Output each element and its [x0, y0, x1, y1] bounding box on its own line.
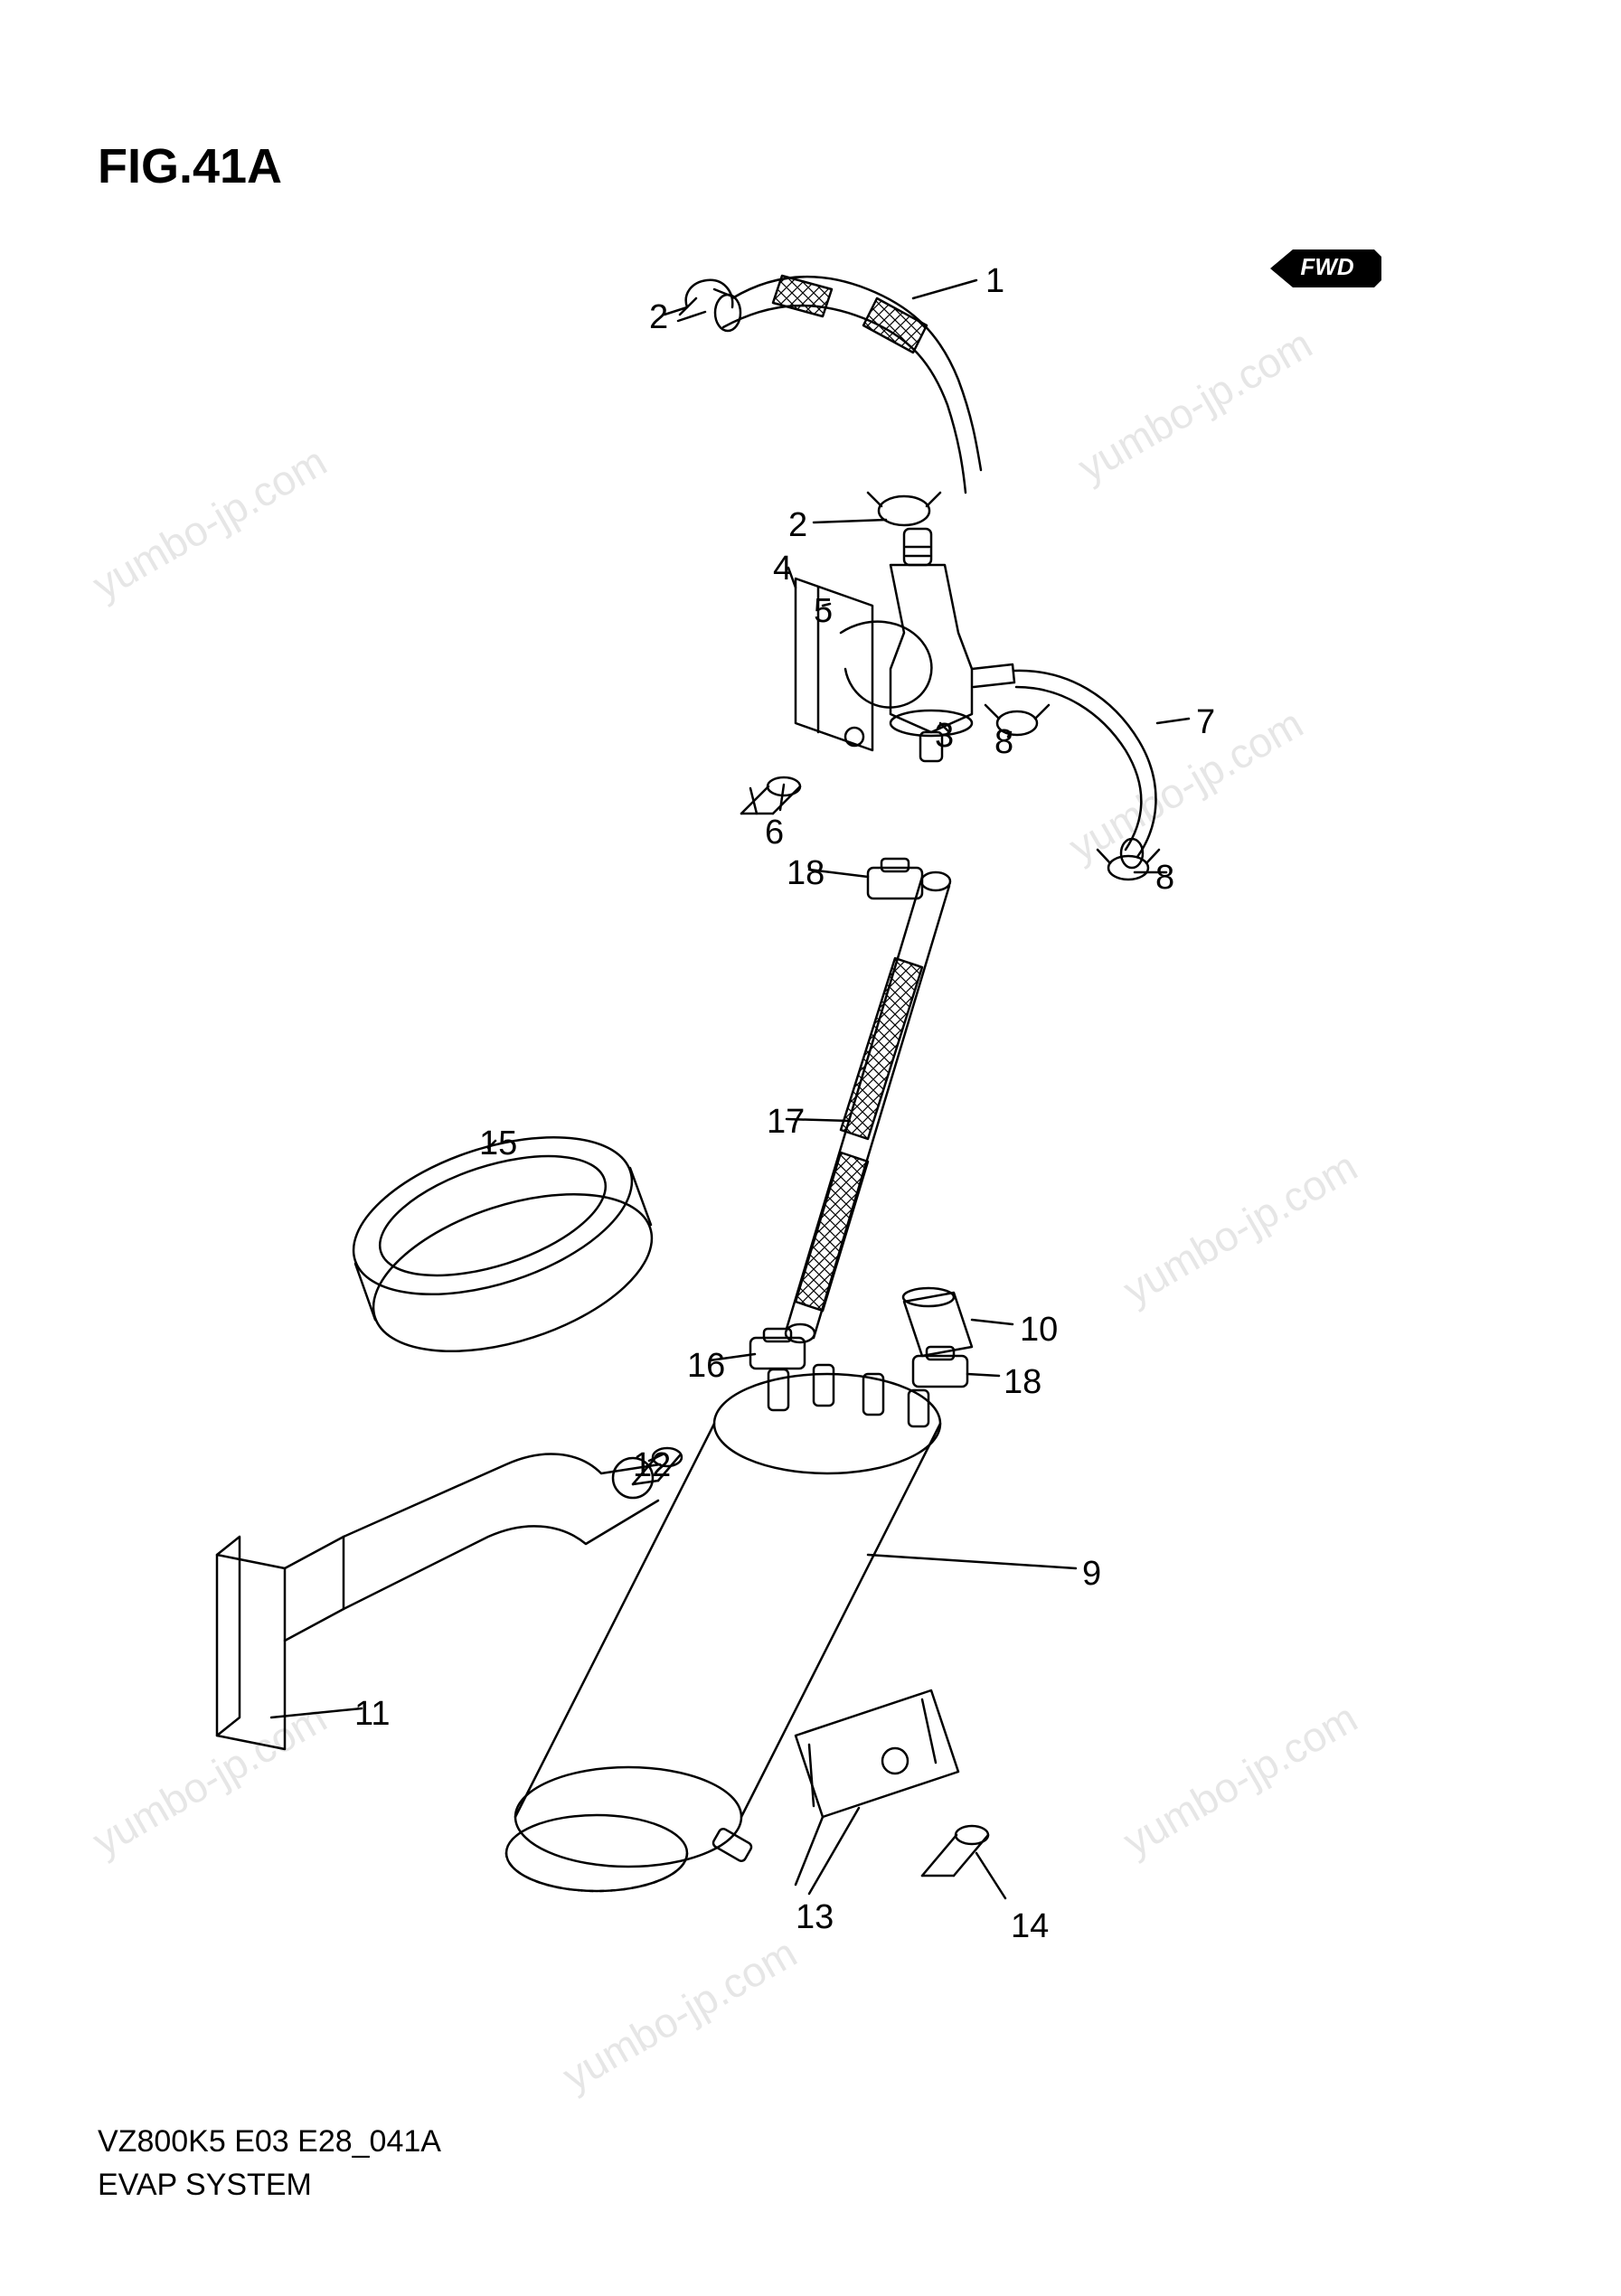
exploded-view-svg: [0, 0, 1621, 2296]
fwd-label: FWD: [1300, 253, 1353, 280]
callout-17: 17: [767, 1103, 805, 1142]
part-screw-6: [741, 777, 800, 814]
part-hose-7: [1014, 671, 1189, 868]
callout-1: 1: [985, 262, 1004, 301]
part-canister-9: [506, 1365, 1076, 1891]
part-clamp-18a: [809, 859, 922, 899]
part-bolt-14: [922, 1826, 1005, 1898]
part-clamp-2b: [814, 493, 940, 525]
callout-11: 11: [354, 1695, 390, 1734]
callout-15: 15: [479, 1124, 517, 1163]
callout-4: 4: [773, 550, 792, 588]
callout-16: 16: [687, 1347, 725, 1386]
callout-9: 9: [1082, 1555, 1101, 1594]
callout-14: 14: [1011, 1907, 1049, 1946]
callout-2b: 2: [788, 506, 807, 545]
callout-8b: 8: [1155, 859, 1174, 898]
callout-18b: 18: [1004, 1363, 1041, 1402]
callout-13: 13: [796, 1898, 834, 1937]
callout-12: 12: [633, 1446, 671, 1485]
footer-model: VZ800K5 E03 E28_041A: [98, 2124, 441, 2160]
footer-system: EVAP SYSTEM: [98, 2168, 312, 2203]
callout-8: 8: [994, 723, 1013, 762]
callout-2: 2: [649, 298, 668, 337]
fwd-badge: FWD: [1266, 244, 1383, 293]
part-bracket-11: [217, 1454, 660, 1749]
part-hose-17: [786, 872, 950, 1342]
callout-6: 6: [765, 814, 784, 852]
callout-5: 5: [814, 592, 833, 631]
callout-3: 3: [935, 717, 954, 756]
part-clamp-18b: [913, 1347, 999, 1387]
part-hose-1: [715, 276, 981, 493]
diagram-area: FIG.41A yumbo-jp.com yumbo-jp.com yumbo-…: [0, 0, 1621, 2296]
callout-7: 7: [1196, 703, 1215, 742]
callout-18: 18: [787, 854, 825, 893]
part-cap-10: [903, 1288, 1013, 1356]
callout-10: 10: [1020, 1311, 1058, 1350]
